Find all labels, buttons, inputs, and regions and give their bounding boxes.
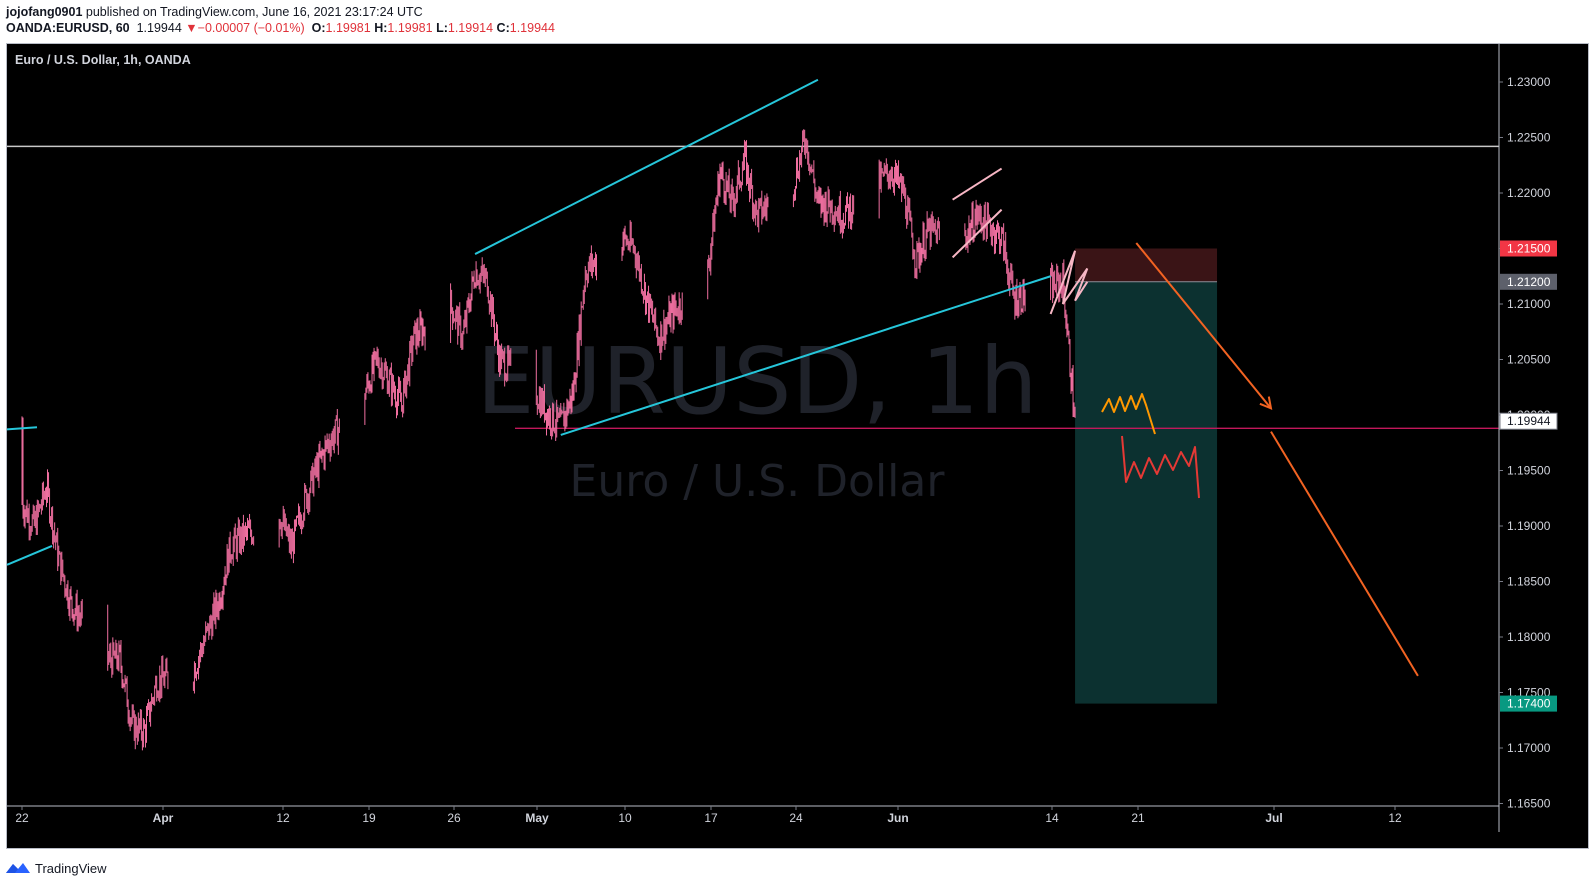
price-tick-label: 1.18500 [1507, 575, 1551, 589]
price-tick-label: 1.16500 [1507, 797, 1551, 811]
tradingview-logo-icon[interactable] [6, 861, 30, 875]
price-axis: 1.23000 1.22500 1.22000 1.21500 1.21000 1.205… [1498, 44, 1558, 832]
time-tick-label: 12 [1388, 811, 1402, 825]
watermark-symbol: EURUSD, 1h [476, 328, 1037, 435]
publish-info: jojofang0901 published on TradingView.co… [6, 5, 423, 19]
low-value: 1.19914 [447, 21, 494, 35]
time-tick-label: 17 [704, 811, 718, 825]
symbol-interval: OANDA:EURUSD, 60 [6, 21, 130, 35]
time-tick-label: 22 [15, 811, 29, 825]
time-tick-label: May [525, 811, 549, 825]
ohlc-legend: OANDA:EURUSD, 60 1.19944 ▼−0.00007 (−0.0… [6, 21, 555, 35]
zigzag-pattern[interactable] [1049, 250, 1089, 315]
price-tick-label: 1.19500 [1507, 464, 1551, 478]
time-tick-label: Jun [887, 811, 908, 825]
price-tick-label: 1.22500 [1507, 131, 1551, 145]
close-value: 1.19944 [509, 21, 555, 35]
time-tick-label: 10 [618, 811, 632, 825]
last-price: 1.19944 [136, 21, 182, 35]
position-zones [1075, 248, 1218, 704]
price-badge-entry [1500, 273, 1557, 290]
flag-upper-line[interactable] [952, 167, 1003, 201]
scenario-bounce-squiggle[interactable] [1101, 393, 1156, 435]
footer-brand[interactable]: TradingView [35, 860, 107, 876]
price-tick-label: 1.21000 [1507, 297, 1551, 311]
time-tick-label: 19 [362, 811, 376, 825]
flag-lower-line[interactable] [951, 208, 1003, 259]
take-profit-zone[interactable] [1075, 281, 1218, 704]
channel-fragment-lower[interactable] [6, 545, 53, 566]
high-label: H: [374, 21, 388, 35]
time-tick-label: 26 [447, 811, 461, 825]
watermark: EURUSD, 1h Euro / U.S. Dollar [476, 328, 1037, 507]
published-text: published on TradingView.com, June 16, 2… [85, 5, 423, 19]
watermark-name: Euro / U.S. Dollar [570, 456, 946, 507]
price-tick-label: 1.23000 [1507, 75, 1551, 89]
high-value: 1.19981 [387, 21, 433, 35]
price-tick-label: 1.20500 [1507, 353, 1551, 367]
time-tick-label: 24 [789, 811, 803, 825]
price-tick-label: 1.22000 [1507, 186, 1551, 200]
chart-title: Euro / U.S. Dollar, 1h, OANDA [15, 53, 191, 67]
price-tick-label: 1.18000 [1507, 630, 1551, 644]
arrow-head-icon [1259, 396, 1273, 410]
price-tick-label: 1.19000 [1507, 519, 1551, 533]
open-value: 1.19981 [325, 21, 371, 35]
trend-drawings [6, 78, 1419, 677]
price-change: −0.00007 (−0.01%) [197, 21, 305, 35]
price-badge-label-stop: 1.21500 [1507, 242, 1551, 256]
price-badge-stop [1500, 240, 1557, 257]
channel-upper-line[interactable] [474, 78, 819, 255]
time-tick-label: Jul [1265, 811, 1282, 825]
projection-arrow-1[interactable] [1135, 242, 1272, 409]
horizontal-levels [7, 145, 1499, 430]
close-label: C: [496, 21, 510, 35]
time-tick-label: Apr [153, 811, 174, 825]
time-tick-label: 12 [276, 811, 290, 825]
time-tick-label: 14 [1045, 811, 1059, 825]
time-axis: 22 Apr 12 19 26 May 10 17 24 Jun 14 21 Jul 12 [7, 805, 1499, 825]
time-tick-label: 21 [1131, 811, 1145, 825]
price-badge-target [1500, 695, 1557, 712]
projection-arrow-2[interactable] [1270, 431, 1419, 677]
candles [21, 129, 1076, 751]
low-label: L: [436, 21, 448, 35]
down-triangle-icon: ▼ [185, 21, 198, 35]
price-badge-label-entry: 1.21200 [1507, 275, 1551, 289]
scenario-drop-squiggle[interactable] [1121, 435, 1200, 499]
channel-lower-line[interactable] [560, 275, 1051, 436]
channel-fragment-upper[interactable] [6, 426, 38, 431]
open-label: O: [311, 21, 326, 35]
price-badge-last [1499, 412, 1558, 430]
footer: TradingView [6, 858, 107, 878]
price-tick-label: 1.17000 [1507, 741, 1551, 755]
author-name[interactable]: jojofang0901 [6, 5, 83, 19]
price-badge-label-last: 1.19944 [1507, 414, 1551, 428]
price-badge-label-target: 1.17400 [1507, 697, 1551, 711]
